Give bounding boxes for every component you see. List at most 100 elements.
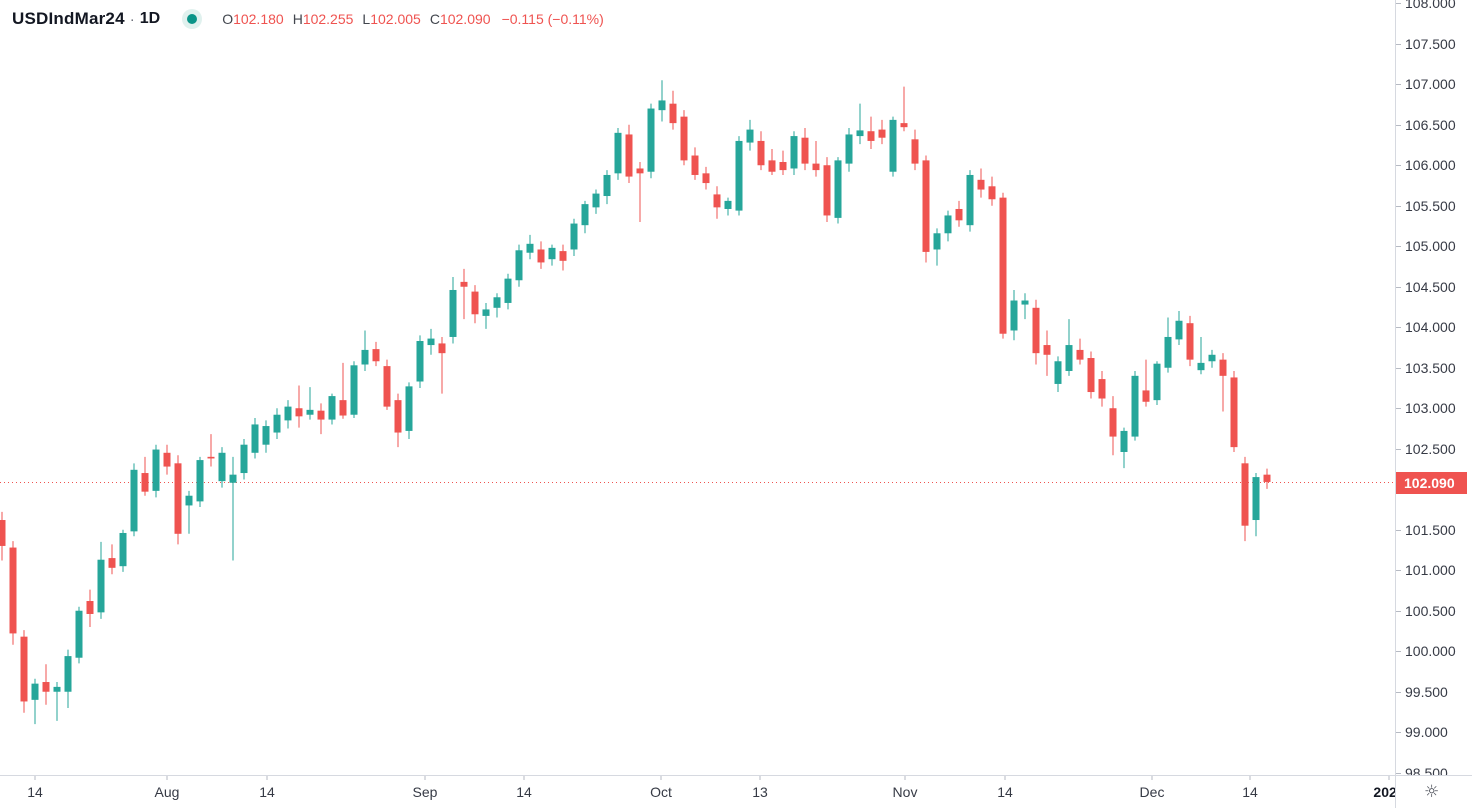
price-tick-label: 100.000 <box>1405 643 1456 660</box>
candle <box>240 439 248 480</box>
candle <box>878 119 886 145</box>
price-tick <box>1396 124 1401 126</box>
candle <box>889 116 897 177</box>
candle <box>372 341 380 367</box>
time-tick <box>166 776 168 780</box>
candle <box>504 273 512 310</box>
candle <box>31 678 39 725</box>
time-tick-label: 2024 <box>1373 784 1395 800</box>
candle <box>339 362 347 419</box>
candle <box>735 136 743 216</box>
candle <box>724 197 732 216</box>
time-tick <box>523 776 525 780</box>
open-value: O102.180 <box>222 11 284 27</box>
time-tick <box>1388 776 1390 780</box>
price-tick-label: 104.500 <box>1405 278 1456 295</box>
candle <box>592 189 600 214</box>
candle <box>1186 315 1194 367</box>
price-tick-label: 101.500 <box>1405 521 1456 538</box>
time-tick-label: 14 <box>1242 784 1258 800</box>
candle <box>152 444 160 498</box>
candle <box>757 131 765 171</box>
candle <box>999 192 1007 339</box>
candle <box>196 456 204 508</box>
candle <box>405 382 413 440</box>
time-tick-label: 14 <box>27 784 43 800</box>
candle <box>746 119 754 151</box>
time-tick-label: 14 <box>997 784 1013 800</box>
candle <box>856 103 864 145</box>
candle <box>713 186 721 219</box>
candle <box>394 393 402 448</box>
candle <box>636 162 644 222</box>
candle <box>537 241 545 269</box>
time-axis-labels: 14 Aug 14 Sep 14 Oct 13 Nov 14 Dec 14 2024 <box>0 776 1395 808</box>
time-tick <box>1249 776 1251 780</box>
price-tick-label: 105.000 <box>1405 238 1456 255</box>
candle <box>658 80 666 122</box>
chart-legend: USDIndMar24 · 1D O102.180 H102.255 L102.… <box>12 7 604 31</box>
candle <box>1219 353 1227 412</box>
price-tick-label: 107.000 <box>1405 76 1456 93</box>
price-tick <box>1396 408 1401 410</box>
candle <box>1098 370 1106 407</box>
price-tick-label: 102.500 <box>1405 440 1456 457</box>
candle <box>108 544 116 575</box>
candle <box>86 589 94 627</box>
candle <box>460 268 468 320</box>
candle <box>1142 359 1150 407</box>
time-tick-label: 14 <box>259 784 275 800</box>
settings-gear-icon[interactable]: ☼ <box>1424 782 1440 802</box>
candle <box>229 456 237 561</box>
candle <box>966 170 974 232</box>
candle <box>702 166 710 190</box>
price-tick <box>1396 205 1401 207</box>
time-tick <box>759 776 761 780</box>
candle <box>559 244 567 271</box>
candle <box>174 455 182 545</box>
candle <box>867 116 875 150</box>
candle <box>845 127 853 172</box>
candle <box>944 210 952 242</box>
interval-label[interactable]: 1D <box>139 10 161 27</box>
candle <box>1208 349 1216 368</box>
chart-plot-area[interactable] <box>0 0 1395 775</box>
time-axis[interactable]: 14 Aug 14 Sep 14 Oct 13 Nov 14 Dec 14 2024 ☼ <box>0 775 1472 808</box>
candle <box>471 285 479 324</box>
price-tick <box>1396 246 1401 248</box>
candle <box>130 463 138 537</box>
price-tick <box>1396 286 1401 288</box>
close-value: C102.090 <box>429 11 491 27</box>
candle <box>482 302 490 329</box>
symbol-title[interactable]: USDIndMar24 <box>12 9 125 28</box>
candle <box>119 529 127 572</box>
candle <box>1120 427 1128 469</box>
time-tick <box>660 776 662 780</box>
candle <box>548 244 556 266</box>
market-status-dot-icon <box>187 14 198 24</box>
candlestick-svg <box>0 80 1395 725</box>
price-axis[interactable]: 108.000 107.500 107.000 106.500 106.000 105.5… <box>1395 0 1472 781</box>
candle <box>779 150 787 175</box>
candle <box>669 90 677 130</box>
price-tick <box>1396 367 1401 369</box>
candle <box>0 511 6 561</box>
candle <box>1164 317 1172 373</box>
candle <box>1043 330 1051 376</box>
candle <box>768 149 776 175</box>
candle <box>603 170 611 205</box>
candle <box>988 176 996 206</box>
candle <box>284 400 292 429</box>
candle <box>834 157 842 224</box>
candle <box>526 234 534 260</box>
candle <box>955 200 963 227</box>
price-tick <box>1396 772 1401 774</box>
candle <box>361 330 369 371</box>
candle <box>295 385 303 428</box>
price-tick-label: 104.000 <box>1405 319 1456 336</box>
candle <box>1076 338 1084 365</box>
candle <box>427 328 435 355</box>
candle <box>273 408 281 440</box>
legend-separator: · <box>129 10 135 28</box>
time-tick <box>34 776 36 780</box>
